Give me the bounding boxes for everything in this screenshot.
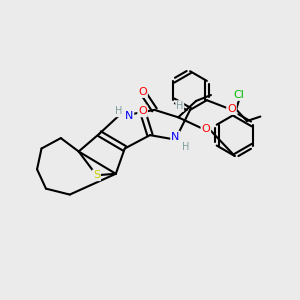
Text: N: N bbox=[171, 132, 179, 142]
Text: O: O bbox=[227, 104, 236, 114]
Text: Cl: Cl bbox=[234, 90, 244, 100]
Text: O: O bbox=[138, 106, 147, 116]
Text: H: H bbox=[182, 142, 189, 152]
Text: O: O bbox=[138, 87, 147, 97]
Text: S: S bbox=[93, 170, 100, 180]
Text: O: O bbox=[202, 124, 210, 134]
Text: N: N bbox=[125, 111, 134, 121]
Text: H: H bbox=[115, 106, 122, 116]
Text: H: H bbox=[176, 101, 183, 111]
